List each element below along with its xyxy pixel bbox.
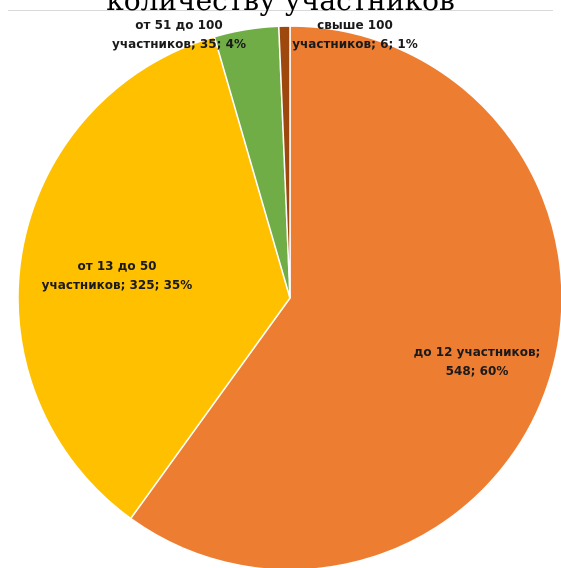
pie-slice-1: [17, 35, 291, 520]
chart-frame-top: [8, 10, 553, 11]
pie-slice-3: [277, 25, 291, 299]
chart-title: количеству участников: [106, 0, 455, 17]
data-label-up-to-12: до 12 участников; 548; 60%: [413, 345, 541, 378]
pie-slice-0: [129, 25, 561, 568]
data-label-13-to-50: от 13 до 50 участников; 325; 35%: [41, 259, 193, 292]
data-label-over-100: свыше 100 участников; 6; 1%: [292, 18, 418, 51]
data-label-51-to-100: от 51 до 100 участников; 35; 4%: [112, 18, 246, 51]
